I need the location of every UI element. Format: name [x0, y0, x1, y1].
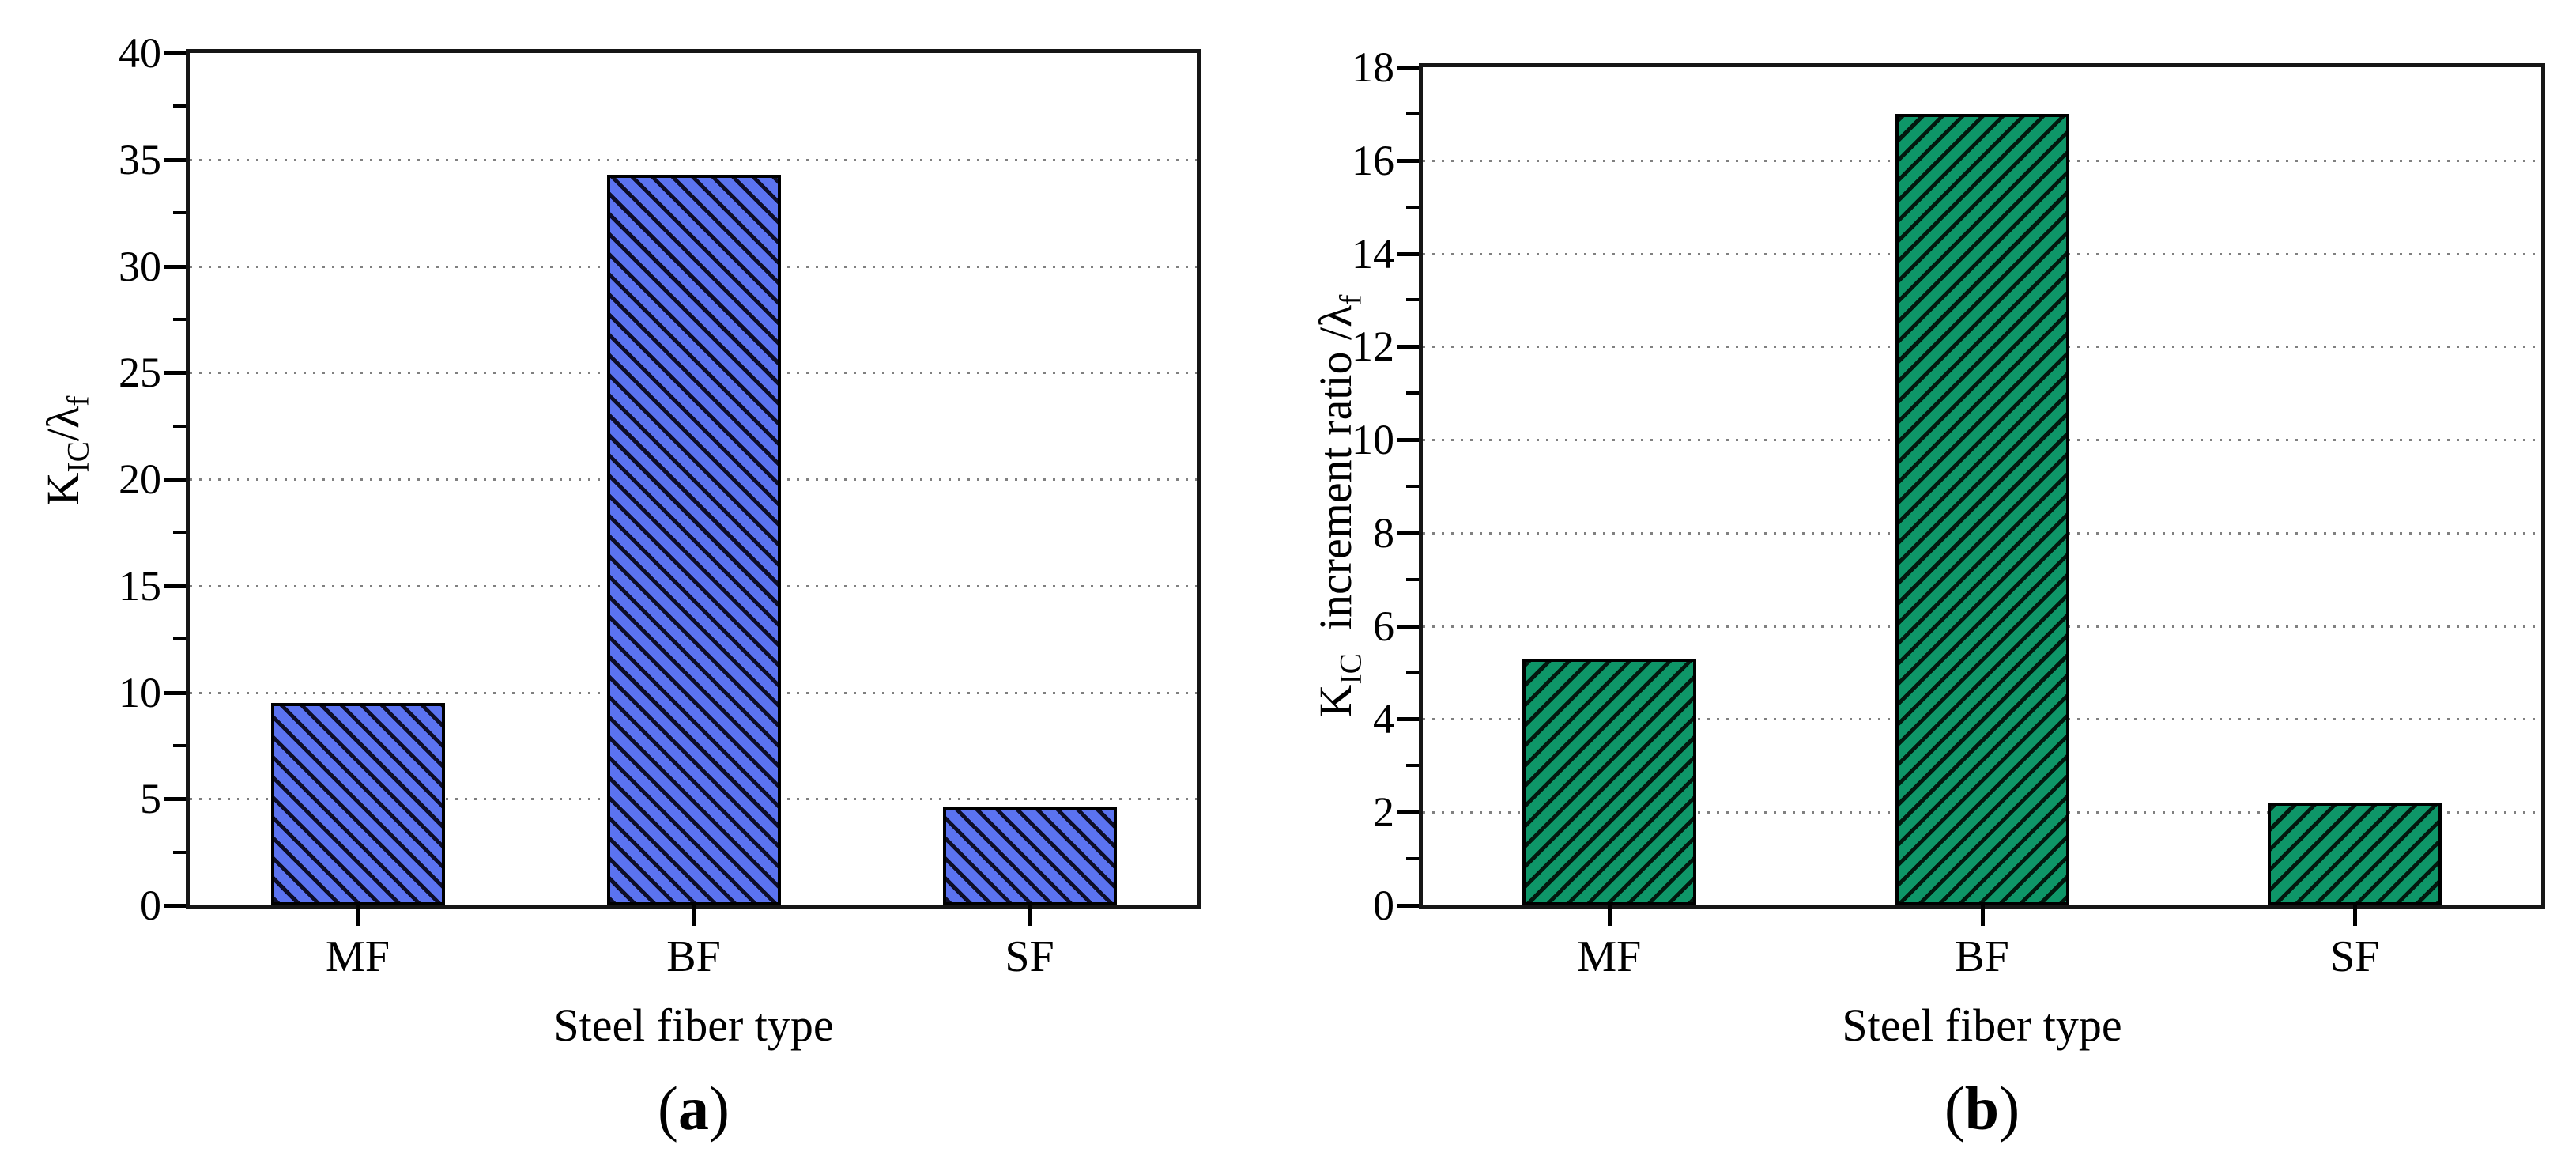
y-minor-tick [1406, 671, 1419, 674]
y-tick-label: 14 [1352, 229, 1394, 278]
panel-label-letter: a [678, 1074, 709, 1143]
y-tick-label: 35 [119, 135, 161, 183]
x-axis-label-a: Steel fiber type [553, 999, 834, 1051]
y-tick-label: 0 [1373, 882, 1394, 929]
y-label-subscript: f [1333, 294, 1368, 305]
bar-mf [1522, 658, 1696, 905]
y-minor-tick [1406, 111, 1419, 115]
y-tick-label: 10 [119, 668, 161, 716]
y-tick-label: 0 [140, 882, 161, 929]
y-minor-tick [1406, 857, 1419, 861]
category-label-bf: BF [1955, 932, 2009, 981]
y-tick-label: 15 [119, 561, 161, 610]
y-major-tick [164, 584, 186, 588]
y-tick-label: 18 [1352, 43, 1394, 91]
y-major-tick [164, 157, 186, 162]
y-tick-label: 5 [140, 775, 161, 823]
y-tick-label: 2 [1373, 788, 1394, 837]
y-minor-tick [173, 211, 186, 215]
y-minor-tick [1406, 485, 1419, 488]
y-minor-tick [173, 850, 186, 854]
y-major-tick [164, 264, 186, 269]
y-tick-label: 10 [1352, 416, 1394, 464]
x-tick-sf [2353, 905, 2358, 926]
x-tick-bf [692, 905, 696, 926]
y-tick-label: 25 [119, 349, 161, 397]
y-minor-tick [173, 317, 186, 321]
panel-label-paren-open: ( [1944, 1074, 1965, 1143]
y-tick-label: 6 [1373, 602, 1394, 650]
y-minor-tick [173, 424, 186, 428]
y-label-text: /λ [37, 406, 89, 442]
y-major-tick [1397, 66, 1419, 70]
panel-label-a: (a) [536, 1069, 852, 1148]
x-tick-sf [1028, 905, 1032, 926]
plot-area-b [1419, 63, 2545, 909]
y-minor-tick [1406, 391, 1419, 395]
y-minor-tick [1406, 577, 1419, 581]
y-minor-tick [173, 104, 186, 108]
y-major-tick [1397, 158, 1419, 163]
y-tick-label: 12 [1352, 323, 1394, 371]
y-minor-tick [1406, 764, 1419, 768]
y-major-tick [164, 690, 186, 695]
y-minor-tick [173, 531, 186, 535]
y-major-tick [1397, 810, 1419, 815]
y-tick-label: 20 [119, 455, 161, 503]
category-label-sf: SF [1005, 932, 1054, 981]
y-tick-label: 16 [1352, 136, 1394, 184]
y-minor-tick [1406, 298, 1419, 302]
y-major-tick [1397, 904, 1419, 908]
y-major-tick [1397, 438, 1419, 443]
y-major-tick [1397, 251, 1419, 256]
x-tick-mf [356, 905, 360, 926]
bar-sf [2268, 803, 2442, 905]
y-minor-tick [1406, 205, 1419, 209]
category-label-mf: MF [1577, 932, 1642, 981]
plot-area-a [186, 49, 1201, 909]
y-major-tick [164, 371, 186, 376]
y-major-tick [1397, 531, 1419, 535]
x-tick-bf [1980, 905, 1985, 926]
x-tick-mf [1607, 905, 1612, 926]
bar-bf [606, 174, 781, 905]
y-tick-label: 8 [1373, 508, 1394, 557]
y-major-tick [1397, 345, 1419, 349]
panel-label-b: (b) [1824, 1069, 2140, 1148]
y-major-tick [1397, 624, 1419, 629]
bar-sf [942, 807, 1117, 905]
panel-label-paren-open: ( [658, 1074, 678, 1143]
y-tick-label: 40 [119, 29, 161, 77]
y-tick-label: 4 [1373, 695, 1394, 743]
y-tick-label: 30 [119, 242, 161, 290]
y-major-tick [1397, 717, 1419, 722]
y-minor-tick [173, 743, 186, 747]
y-minor-tick [173, 637, 186, 641]
y-major-tick [164, 904, 186, 908]
y-major-tick [164, 51, 186, 55]
category-label-mf: MF [326, 932, 390, 981]
category-label-bf: BF [666, 932, 721, 981]
x-axis-label-b: Steel fiber type [1842, 999, 2122, 1051]
panel-label-paren-close: ) [1999, 1074, 2020, 1143]
bar-bf [1895, 113, 2069, 905]
y-major-tick [164, 797, 186, 802]
bar-mf [270, 702, 445, 905]
y-major-tick [164, 478, 186, 482]
panel-label-letter: b [1964, 1074, 2000, 1143]
y-label-subscript: IC [1333, 653, 1368, 685]
gridline-y-35 [190, 158, 1197, 161]
category-label-sf: SF [2330, 932, 2380, 981]
panel-label-paren-close: ) [709, 1074, 730, 1143]
